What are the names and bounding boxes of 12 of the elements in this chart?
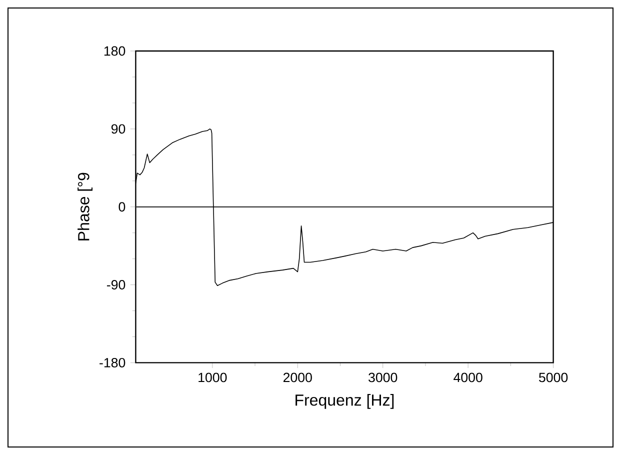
x-tick-label: 1000 <box>198 372 227 382</box>
x-tick-label: 5000 <box>539 372 568 382</box>
x-tick-label: 4000 <box>454 372 482 382</box>
y-axis-title: Phase [°9 <box>78 172 92 240</box>
x-axis-title: Frequenz [Hz] <box>296 394 394 409</box>
y-tick-label: -90 <box>106 280 126 290</box>
y-tick-label: 90 <box>111 124 126 134</box>
y-tick-label: 180 <box>104 46 126 56</box>
y-tick-label: -180 <box>100 358 126 368</box>
x-tick-label: 2000 <box>283 372 312 382</box>
y-tick-label: 0 <box>118 202 126 212</box>
x-tick-label: 3000 <box>368 372 398 382</box>
